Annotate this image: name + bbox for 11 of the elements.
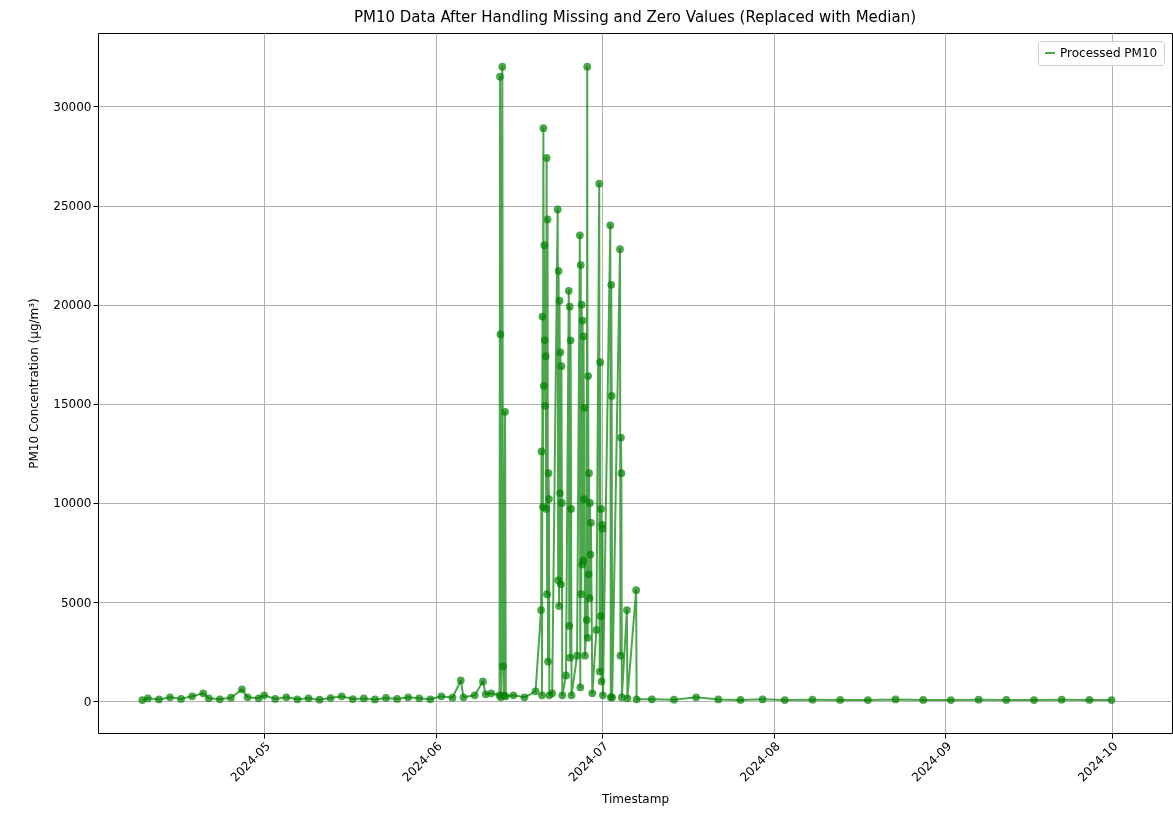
y-tick-label: 15000: [53, 397, 92, 412]
y-tick-label: 10000: [53, 496, 92, 511]
y-axis-title: PM10 Concentration (µg/m³): [27, 298, 42, 469]
y-tick-label: 30000: [53, 99, 92, 114]
chart-title: PM10 Data After Handling Missing and Zero Values (Replaced with Median): [353, 8, 917, 26]
y-tick-label: 5000: [60, 595, 92, 610]
x-axis-title: Timestamp: [601, 791, 669, 806]
legend-label: Processed PM10: [1060, 46, 1158, 60]
y-tick-label: 20000: [53, 298, 92, 313]
y-tick-label: 0: [83, 694, 92, 709]
y-tick-label: 25000: [53, 199, 92, 214]
